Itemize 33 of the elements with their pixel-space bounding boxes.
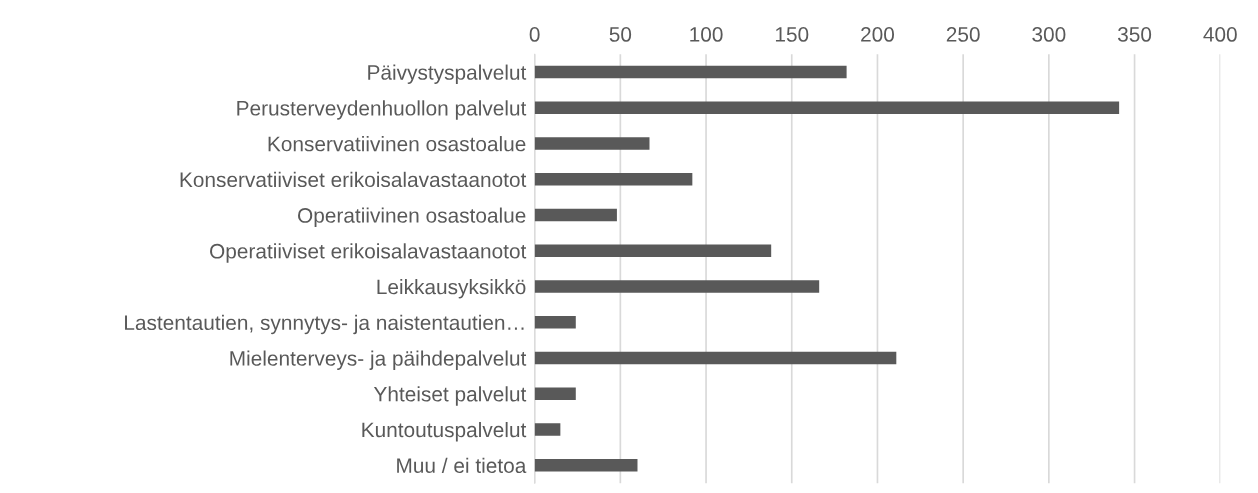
x-tick-label: 400 bbox=[1203, 27, 1237, 42]
bar bbox=[534, 459, 638, 472]
bar bbox=[534, 244, 772, 258]
x-tick-label: 150 bbox=[775, 27, 809, 42]
y-tick-label: Operatiiviset erikoisalavastaanotot bbox=[210, 243, 527, 263]
x-tick-label: 200 bbox=[861, 27, 895, 42]
bar bbox=[534, 316, 576, 329]
bar bbox=[534, 208, 617, 222]
bar bbox=[534, 173, 693, 186]
y-tick-label: Leikkausyksikkö bbox=[377, 279, 526, 299]
bar bbox=[534, 387, 576, 401]
x-tick-label: 300 bbox=[1032, 27, 1066, 42]
bar bbox=[534, 101, 1120, 115]
y-tick-label: Mielenterveys- ja päihdepalvelut bbox=[230, 350, 527, 370]
y-tick-label: Päivystyspalvelut bbox=[368, 64, 527, 84]
y-tick-label: Muu / ei tietoa bbox=[397, 457, 527, 474]
x-tick-label: 100 bbox=[690, 27, 723, 42]
y-tick-label: Perusterveydenhuollon palvelut bbox=[237, 100, 527, 120]
x-tick-label: 0 bbox=[529, 27, 540, 42]
y-tick-label: Konservatiivinen osastoalue bbox=[268, 136, 526, 152]
x-tick-label: 50 bbox=[609, 27, 632, 42]
y-tick-label: Kuntoutuspalvelut bbox=[362, 421, 527, 442]
y-tick-label: Operatiivinen osastoalue bbox=[298, 207, 526, 227]
bar bbox=[534, 351, 897, 365]
y-tick-label: Lastentautien, synnytys- ja naistentautien… bbox=[125, 314, 524, 335]
bar bbox=[534, 423, 561, 436]
bar bbox=[534, 137, 650, 150]
y-tick-label: Konservatiiviset erikoisalavastaanotot bbox=[180, 171, 527, 188]
bar bbox=[534, 280, 820, 293]
bar bbox=[534, 65, 847, 79]
y-tick-label: Yhteiset palvelut bbox=[373, 386, 527, 406]
x-tick-label: 250 bbox=[946, 27, 980, 42]
x-tick-label: 350 bbox=[1117, 27, 1152, 42]
